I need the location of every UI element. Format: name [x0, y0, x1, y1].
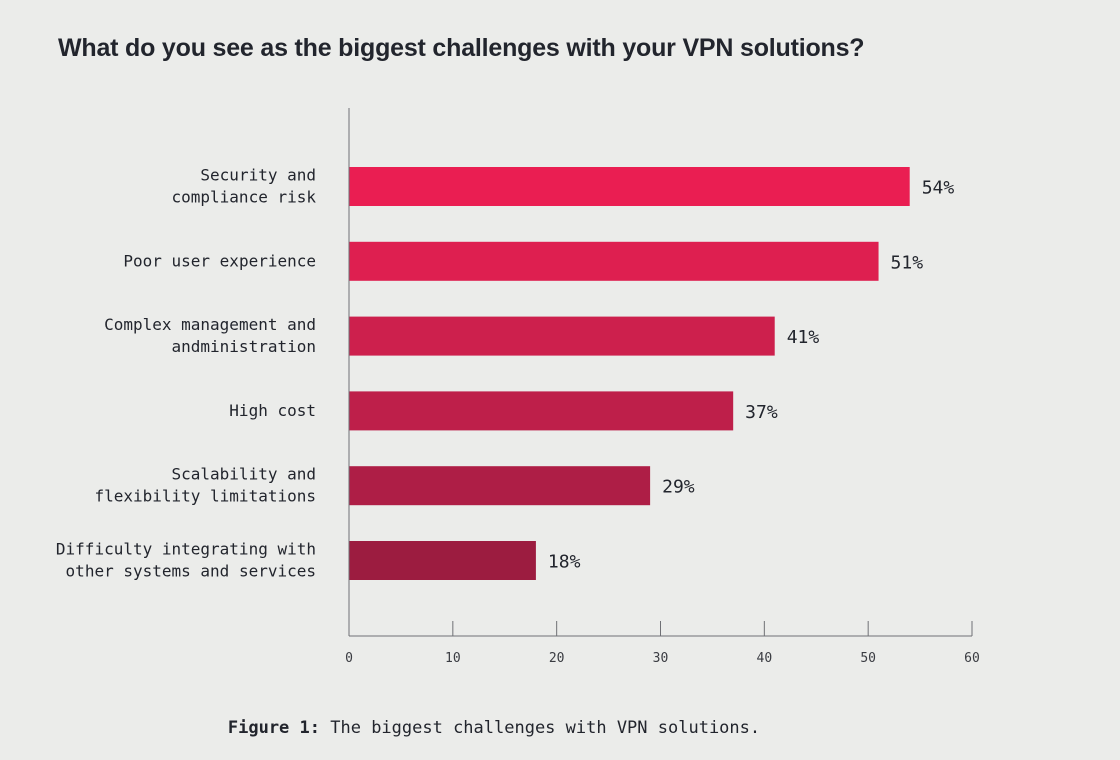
x-tick-label: 20	[549, 651, 565, 666]
category-label: Difficulty integrating with other systems…	[56, 540, 316, 581]
data-label: 54%	[922, 178, 955, 199]
category-label: Complex management and andministration	[104, 315, 316, 356]
bar	[349, 167, 910, 206]
caption-label: Figure 1:	[227, 718, 320, 738]
bars-layer	[349, 167, 910, 580]
x-tick-label: 50	[860, 651, 876, 666]
labels-layer: 54% Security and compliance risk 51% Poor us…	[56, 166, 954, 581]
figure-caption: Figure 1: The biggest challenges with VP…	[0, 718, 988, 738]
bar-chart: 54% Security and compliance risk 51% Poor us…	[56, 108, 980, 666]
bar	[349, 466, 651, 506]
data-label: 37%	[745, 402, 778, 423]
x-tick-label: 0	[345, 651, 353, 666]
bar	[349, 316, 775, 356]
x-tick-label: 30	[653, 651, 669, 666]
x-tick-label: 60	[964, 651, 980, 666]
data-label: 18%	[548, 552, 581, 573]
data-label: 51%	[891, 252, 924, 273]
category-label: Security and compliance risk	[172, 166, 317, 207]
caption-text: The biggest challenges with VPN solution…	[330, 718, 761, 738]
axis-layer: 0 10 20 30 40 50 60	[345, 108, 980, 666]
category-label: Poor user experience	[123, 251, 316, 270]
x-tick-label: 10	[445, 651, 461, 666]
data-label: 29%	[662, 477, 695, 498]
bar	[349, 541, 536, 580]
bar	[349, 241, 879, 281]
category-label: High cost	[229, 401, 316, 420]
category-label: Scalability and flexibility limitations	[94, 465, 316, 506]
x-tick-label: 40	[757, 651, 773, 666]
bar	[349, 391, 734, 431]
data-label: 41%	[787, 327, 820, 348]
chart-title: What do you see as the biggest challenge…	[58, 34, 865, 62]
